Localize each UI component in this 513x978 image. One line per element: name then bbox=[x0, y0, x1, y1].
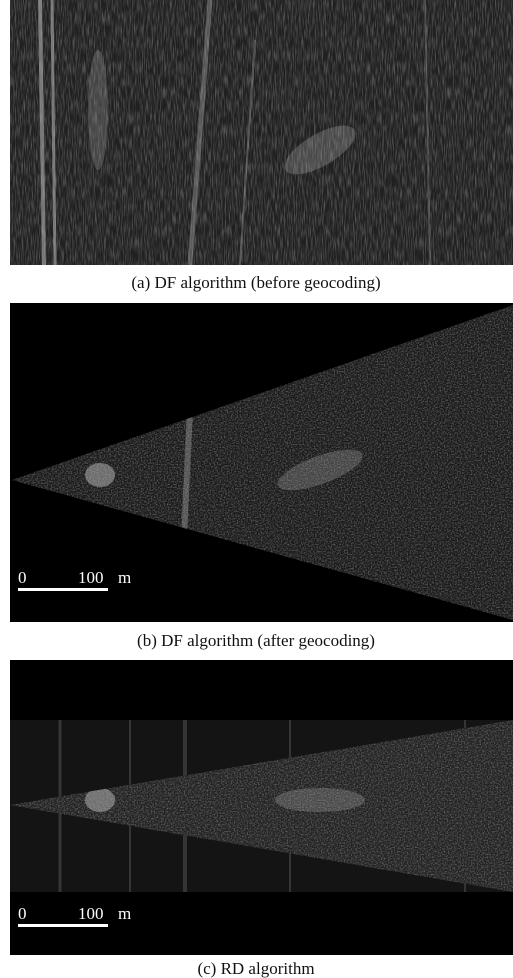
image-b: 0 100 m bbox=[10, 303, 513, 622]
scale-start: 0 bbox=[18, 904, 27, 923]
scale-end: 100 bbox=[78, 904, 104, 923]
caption: (a) DF algorithm (before geocoding) bbox=[131, 273, 380, 292]
image-c: 0 100 m bbox=[10, 660, 513, 955]
page: (a) DF algorithm (before geocoding) 0 10… bbox=[0, 0, 513, 978]
scale-end: 100 bbox=[78, 568, 104, 587]
image-blob bbox=[88, 50, 108, 170]
scale-unit: m bbox=[118, 568, 131, 587]
scale-bar bbox=[18, 924, 108, 927]
image-a bbox=[10, 0, 513, 265]
caption: (b) DF algorithm (after geocoding) bbox=[137, 631, 375, 650]
figure: (a) DF algorithm (before geocoding) 0 10… bbox=[0, 0, 513, 978]
scale-unit: m bbox=[118, 904, 131, 923]
scale-start: 0 bbox=[18, 568, 27, 587]
caption: (c) RD algorithm bbox=[197, 959, 314, 978]
scale-bar bbox=[18, 588, 108, 591]
image-noise bbox=[10, 0, 513, 265]
